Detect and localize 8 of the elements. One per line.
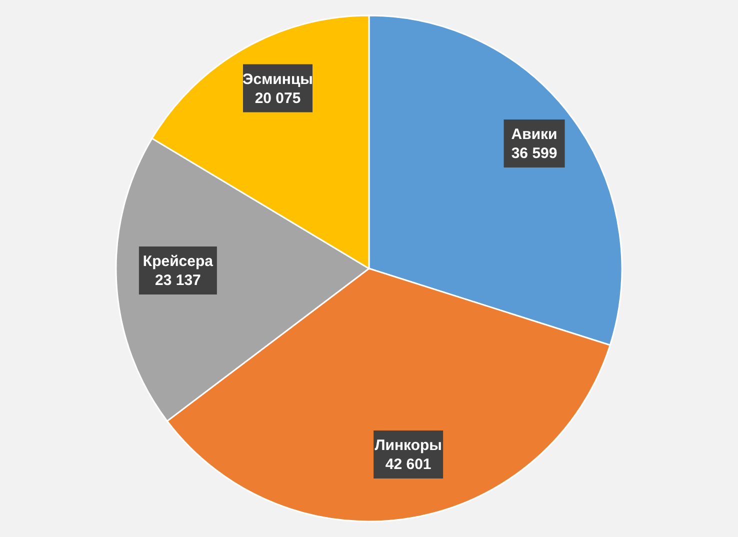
slice-label: Авики [511,126,558,143]
slice-label: Линкоры [374,437,442,454]
data-label: 42 601 [385,456,432,474]
data-label: 36 599 [511,144,558,162]
slice-label: Крейсера [142,253,214,270]
data-label: 23 137 [154,272,201,290]
slice-label: Эсминцы [242,70,313,88]
data-label: 20 075 [254,90,301,107]
